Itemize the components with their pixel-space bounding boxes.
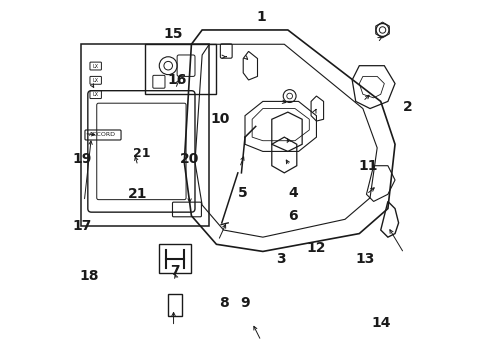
Text: 3: 3 xyxy=(276,252,286,266)
Text: LX: LX xyxy=(93,78,99,83)
Text: 11: 11 xyxy=(359,159,378,173)
Text: 2: 2 xyxy=(403,100,413,114)
Text: 20: 20 xyxy=(180,152,199,166)
Text: ACCORD: ACCORD xyxy=(89,132,116,138)
Text: 10: 10 xyxy=(210,112,230,126)
Text: 21: 21 xyxy=(133,147,150,160)
Text: 16: 16 xyxy=(168,73,187,87)
Text: LX: LX xyxy=(93,64,99,68)
Text: 12: 12 xyxy=(307,241,326,255)
Text: 7: 7 xyxy=(171,264,180,278)
Text: 13: 13 xyxy=(355,252,374,266)
Text: 8: 8 xyxy=(219,296,228,310)
Text: 21: 21 xyxy=(128,187,147,201)
Text: 19: 19 xyxy=(73,152,92,166)
Text: 4: 4 xyxy=(288,185,298,199)
Text: 9: 9 xyxy=(240,296,250,310)
Text: 14: 14 xyxy=(371,316,391,330)
Text: 6: 6 xyxy=(289,209,298,223)
Text: 1: 1 xyxy=(256,10,266,24)
Text: LX: LX xyxy=(93,92,99,97)
Text: 17: 17 xyxy=(73,220,92,233)
Text: 5: 5 xyxy=(238,185,248,199)
Text: 15: 15 xyxy=(164,27,183,41)
Text: 18: 18 xyxy=(80,269,99,283)
